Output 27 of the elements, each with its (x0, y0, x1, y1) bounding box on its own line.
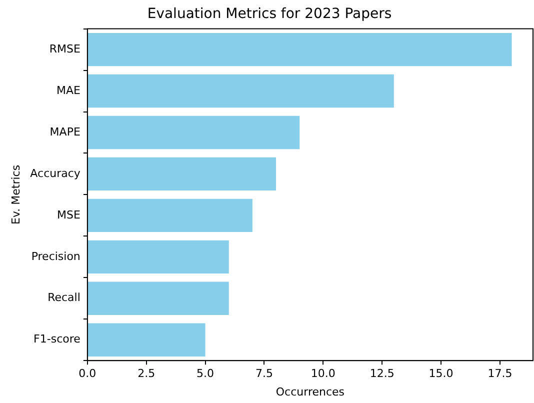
bar (88, 157, 276, 191)
x-tick-label: 7.5 (255, 367, 273, 380)
y-tick-label: F1-score (34, 332, 81, 346)
x-tick-label: 0.0 (78, 367, 96, 380)
bar (88, 282, 229, 315)
y-tick-label: Precision (31, 250, 80, 263)
bar (88, 74, 394, 108)
bar (88, 116, 300, 150)
y-tick-label: MAPE (50, 125, 80, 138)
x-axis-title: Occurrences (276, 385, 345, 398)
x-tick-label: 17.5 (488, 367, 512, 380)
x-tick-label: 5.0 (196, 367, 214, 380)
y-tick-label: MAE (56, 84, 80, 97)
bar (88, 198, 252, 232)
y-axis-title: Ev. Metrics (9, 164, 22, 224)
x-tick-label: 10.0 (310, 367, 336, 380)
y-tick-label: Accuracy (30, 166, 81, 180)
y-tick-label: RMSE (49, 42, 80, 56)
y-tick-label: MSE (56, 208, 80, 222)
x-tick-label: 12.5 (370, 367, 394, 380)
y-tick-label: Recall (48, 291, 80, 304)
x-tick-label: 2.5 (138, 367, 156, 380)
bar (88, 240, 229, 274)
bar (88, 323, 206, 356)
bar (88, 32, 512, 66)
chart-title: Evaluation Metrics for 2023 Papers (147, 6, 392, 22)
x-tick-label: 15.0 (428, 367, 454, 380)
